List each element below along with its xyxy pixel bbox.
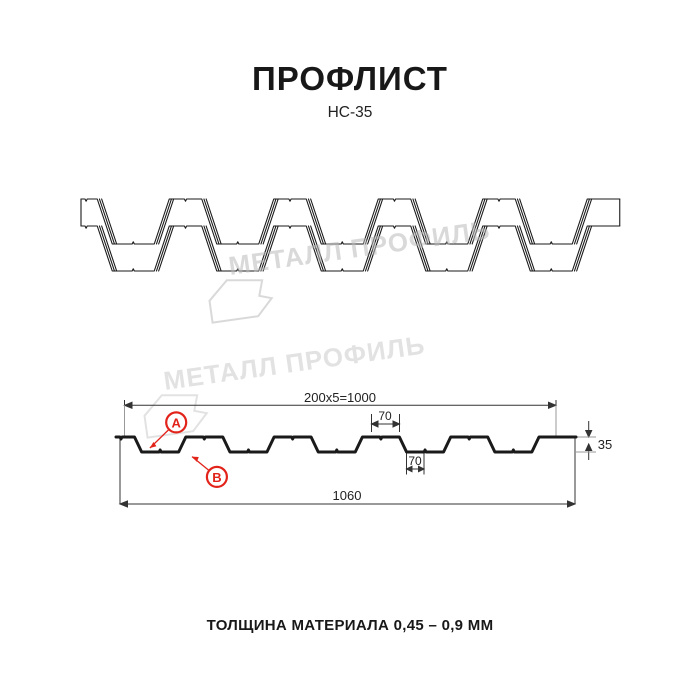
svg-text:70: 70	[378, 409, 392, 423]
svg-text:B: B	[212, 470, 221, 485]
svg-text:A: A	[172, 415, 182, 430]
svg-text:35: 35	[598, 437, 612, 452]
svg-text:МЕТАЛЛ ПРОФИЛЬ: МЕТАЛЛ ПРОФИЛЬ	[162, 330, 427, 396]
svg-text:70: 70	[408, 454, 422, 468]
svg-text:1060: 1060	[333, 488, 362, 503]
svg-text:200x5=1000: 200x5=1000	[304, 390, 376, 405]
